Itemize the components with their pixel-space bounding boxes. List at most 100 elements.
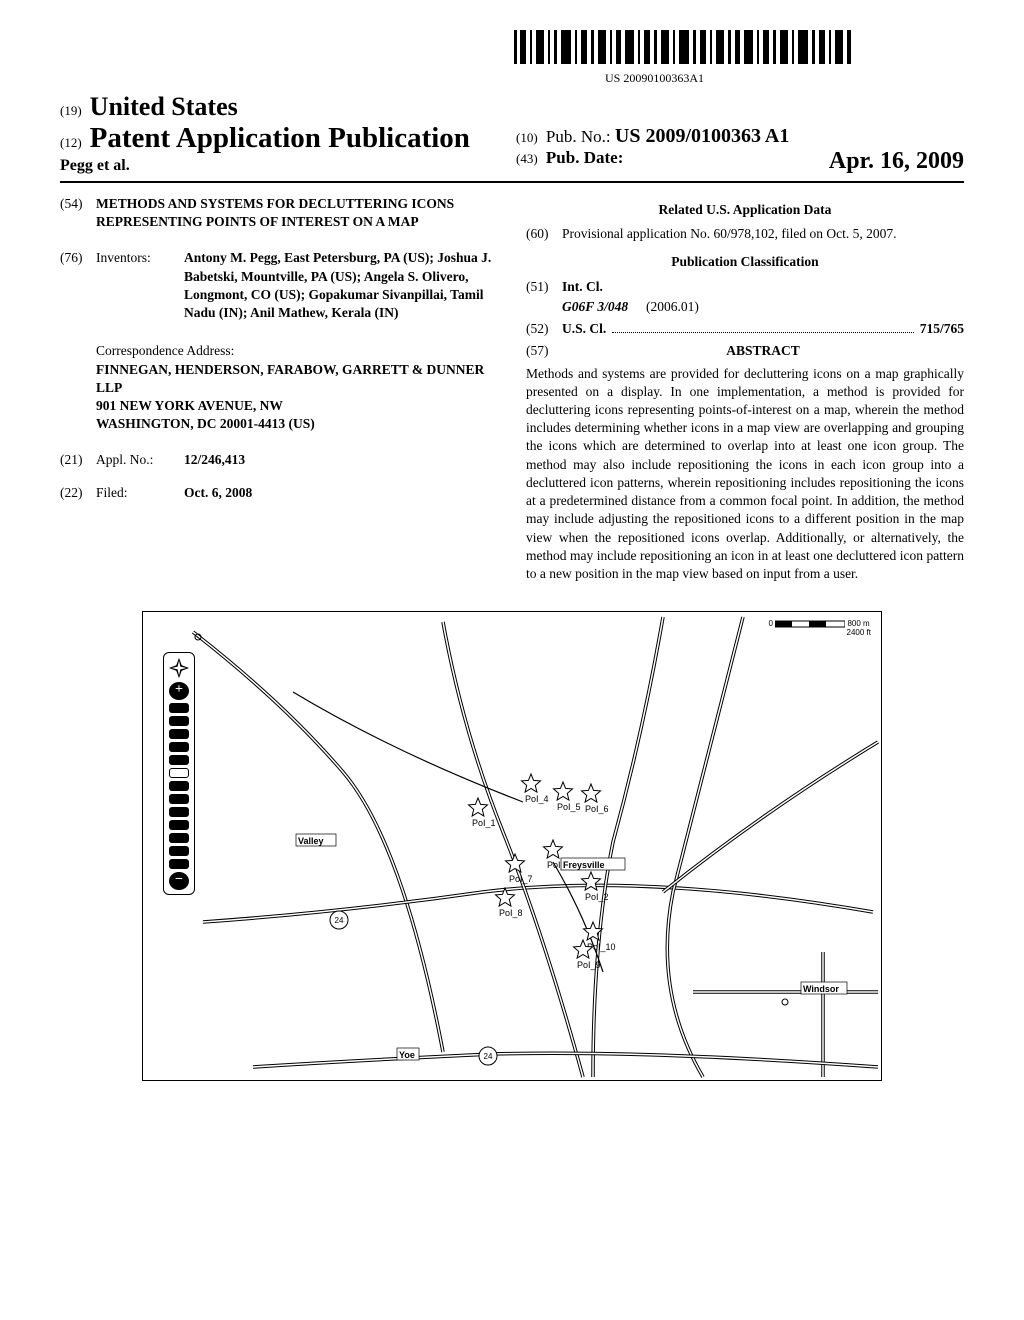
pubdate-prefix: (43): [516, 151, 538, 166]
country: United States: [90, 92, 238, 121]
pubtype-prefix: (12): [60, 135, 82, 150]
invention-title: METHODS AND SYSTEMS FOR DECLUTTERING ICO…: [96, 195, 498, 231]
country-prefix: (19): [60, 103, 82, 118]
zoom-tick-current[interactable]: [169, 768, 189, 778]
barcode-block: US 20090100363A1: [60, 30, 964, 86]
zoom-tick[interactable]: [169, 794, 189, 804]
zoom-out-icon[interactable]: −: [169, 872, 189, 890]
poi-label: PoI_8: [499, 908, 523, 918]
uscl-body: U.S. Cl. 715/765: [562, 320, 964, 338]
scale-bar: 0 800 m 2400 ft: [769, 619, 871, 637]
poi-label: PoI_4: [525, 794, 549, 804]
scale-zero: 0: [769, 619, 773, 628]
poi-label: PoI_9: [577, 960, 601, 970]
poi-star-icon[interactable]: [506, 854, 525, 872]
poi-star-icon[interactable]: [469, 798, 488, 816]
route-layer: 24 24: [330, 911, 497, 1065]
pubtype: Patent Application Publication: [90, 122, 470, 154]
scale-icon: [775, 620, 845, 628]
poi-star-icon[interactable]: [544, 840, 563, 858]
uscl-row: (52) U.S. Cl. 715/765: [526, 320, 964, 338]
poi-star-icon[interactable]: [582, 784, 601, 802]
zoom-tick[interactable]: [169, 833, 189, 843]
uscl-dots: [612, 332, 913, 333]
pubdate-value: Apr. 16, 2009: [829, 148, 964, 175]
filed-label: Filed:: [96, 484, 184, 502]
header-right: (10) Pub. No.: US 2009/0100363 A1 (43) P…: [508, 125, 964, 175]
intcl-num: (51): [526, 278, 562, 296]
poi-star-icon[interactable]: [582, 872, 601, 890]
header-row: (19) United States (12) Patent Applicati…: [60, 92, 964, 175]
left-column: (54) METHODS AND SYSTEMS FOR DECLUTTERIN…: [60, 195, 498, 583]
uscl-label: U.S. Cl.: [562, 320, 606, 338]
inventors-names: Antony M. Pegg, East Petersburg, PA (US)…: [184, 250, 491, 320]
filed-row: (22) Filed: Oct. 6, 2008: [60, 484, 498, 502]
related-header: Related U.S. Application Data: [526, 201, 964, 219]
pubno-prefix: (10): [516, 130, 538, 145]
corr-line-0: FINNEGAN, HENDERSON, FARABOW, GARRETT & …: [96, 361, 498, 379]
zoom-tick[interactable]: [169, 807, 189, 817]
related-body: Provisional application No. 60/978,102, …: [562, 225, 964, 243]
related-num: (60): [526, 225, 562, 243]
inventors-row: (76) Inventors: Antony M. Pegg, East Pet…: [60, 249, 498, 322]
correspondence-block: Correspondence Address: FINNEGAN, HENDER…: [96, 342, 498, 433]
roads: [193, 617, 878, 1077]
compass-icon[interactable]: [168, 657, 190, 679]
zoom-tick[interactable]: [169, 703, 189, 713]
zoom-box: + −: [163, 652, 195, 895]
barcode-number: US 20090100363A1: [60, 71, 854, 86]
body-columns: (54) METHODS AND SYSTEMS FOR DECLUTTERIN…: [60, 195, 964, 583]
place-label: Yoe: [399, 1050, 415, 1060]
abstract-header-row: (57) ABSTRACT: [526, 342, 964, 360]
appl-num: (21): [60, 451, 96, 469]
zoom-in-icon[interactable]: +: [169, 682, 189, 700]
header-left: (19) United States (12) Patent Applicati…: [60, 92, 508, 175]
poi-label: PoI_5: [557, 802, 581, 812]
zoom-tick[interactable]: [169, 729, 189, 739]
right-column: Related U.S. Application Data (60) Provi…: [526, 195, 964, 583]
inventors-text: Antony M. Pegg, East Petersburg, PA (US)…: [184, 250, 491, 320]
poi-label: PoI_7: [509, 874, 533, 884]
map-svg: PoI_1PoI_4PoI_5PoI_6PoI_3PoI_7PoI_8PoI_2…: [143, 612, 883, 1082]
header-divider: [60, 181, 964, 183]
filed-value: Oct. 6, 2008: [184, 484, 498, 502]
title-num: (54): [60, 195, 96, 231]
scale-top: 800 m: [847, 619, 869, 628]
poi-star-icon[interactable]: [554, 782, 573, 800]
place-label: Valley: [298, 836, 324, 846]
inventors-label: Inventors:: [96, 249, 184, 322]
zoom-tick[interactable]: [169, 755, 189, 765]
zoom-tick[interactable]: [169, 859, 189, 869]
zoom-tick[interactable]: [169, 781, 189, 791]
poi-star-icon[interactable]: [522, 774, 541, 792]
abstract-label: ABSTRACT: [562, 342, 964, 360]
place-label: Freysville: [563, 860, 605, 870]
zoom-tick[interactable]: [169, 820, 189, 830]
place-label: Windsor: [803, 984, 839, 994]
intcl-label: Int. Cl.: [562, 278, 964, 296]
corr-label: Correspondence Address:: [96, 342, 498, 360]
appl-value: 12/246,413: [184, 451, 498, 469]
zoom-tick[interactable]: [169, 716, 189, 726]
abstract-num: (57): [526, 342, 562, 360]
intcl-row: (51) Int. Cl.: [526, 278, 964, 296]
abstract-body: Methods and systems are provided for dec…: [526, 365, 964, 584]
route-badge-label: 24: [484, 1052, 493, 1061]
inventors-body: Antony M. Pegg, East Petersburg, PA (US)…: [184, 249, 498, 322]
zoom-tick[interactable]: [169, 846, 189, 856]
poi-label: PoI_6: [585, 804, 609, 814]
appl-label: Appl. No.:: [96, 451, 184, 469]
zoom-tick[interactable]: [169, 742, 189, 752]
corr-line-3: WASHINGTON, DC 20001-4413 (US): [96, 415, 498, 433]
pubno-value: US 2009/0100363 A1: [615, 125, 789, 147]
corr-line-1: LLP: [96, 379, 498, 397]
place-layer: Valley Freysville Windsor Yoe: [296, 834, 847, 1060]
scale-bottom: 2400 ft: [769, 628, 871, 637]
map-figure: PoI_1PoI_4PoI_5PoI_6PoI_3PoI_7PoI_8PoI_2…: [142, 611, 882, 1081]
uscl-num: (52): [526, 320, 562, 338]
route-badge-label: 24: [335, 916, 344, 925]
poi-label: PoI_1: [472, 818, 496, 828]
barcode-icon: [514, 30, 854, 64]
classification-header: Publication Classification: [526, 253, 964, 271]
zoom-control[interactable]: + −: [163, 652, 195, 952]
